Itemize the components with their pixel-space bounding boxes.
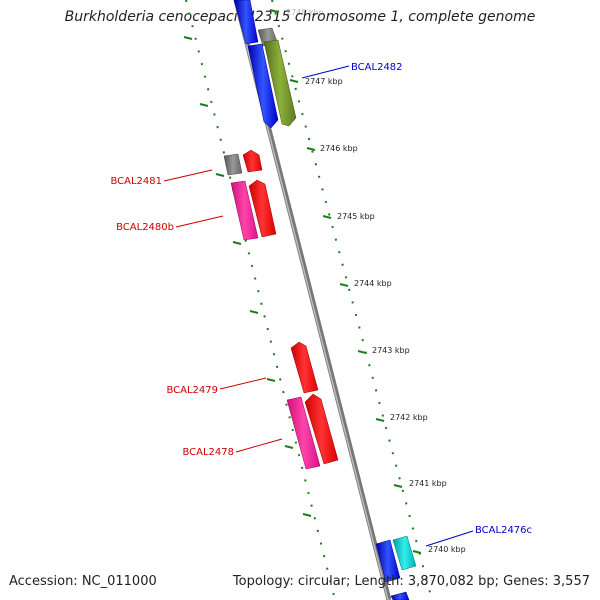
gene-blue-top[interactable] xyxy=(247,43,279,129)
outer-ruler-major-ticks xyxy=(269,9,422,554)
gene-pink-bcal2480b[interactable] xyxy=(230,180,259,241)
accession-text: Accession: NC_011000 xyxy=(9,574,157,589)
ruler-label-2744: 2744 kbp xyxy=(354,279,392,288)
genome-summary-text: Topology: circular; Length: 3,870,082 bp… xyxy=(232,574,590,589)
ruler-label-2741: 2741 kbp xyxy=(409,479,447,488)
gene-blue-top-upper[interactable] xyxy=(233,0,259,45)
gene-label-bcal2480b[interactable]: BCAL2480b xyxy=(116,222,174,233)
leader-bcal2482 xyxy=(301,65,350,79)
gene-red-bcal2480b[interactable] xyxy=(248,179,277,238)
ruler-label-2740: 2740 kbp xyxy=(428,545,466,554)
gene-label-bcal2478[interactable]: BCAL2478 xyxy=(182,447,234,458)
gene-red-bcal2479[interactable] xyxy=(290,341,319,394)
leader-bcal2478 xyxy=(235,438,283,453)
gene-red-bcal2478[interactable] xyxy=(304,393,339,465)
gene-cyan-bcal2476c[interactable] xyxy=(392,535,417,571)
gene-gray-bcal2481[interactable] xyxy=(223,153,243,176)
leader-bcal2481 xyxy=(163,169,213,182)
gene-label-bcal2481[interactable]: BCAL2481 xyxy=(110,176,162,187)
ruler-label-2742: 2742 kbp xyxy=(390,413,428,422)
gene-olive-bcal2482[interactable] xyxy=(263,39,297,127)
leader-bcal2480b xyxy=(175,215,224,228)
gene-label-bcal2482[interactable]: BCAL2482 xyxy=(351,62,403,73)
leader-bcal2476c xyxy=(425,530,474,547)
outer-ruler xyxy=(271,0,433,600)
inner-ruler-major-ticks xyxy=(183,36,312,517)
ruler-label-2743: 2743 kbp xyxy=(372,346,410,355)
gene-blue-bottom[interactable] xyxy=(375,539,401,583)
ruler-label-2746: 2746 kbp xyxy=(320,144,358,153)
ruler-label-2745: 2745 kbp xyxy=(337,212,375,221)
gene-pink-bcal2478[interactable] xyxy=(286,396,321,470)
ruler-label-2747: 2747 kbp xyxy=(305,77,343,86)
gene-blue-bottom-lower[interactable] xyxy=(390,591,410,600)
gene-label-bcal2479[interactable]: BCAL2479 xyxy=(166,385,218,396)
ruler-label-2748: 2748 kbp xyxy=(286,8,324,17)
gene-red-bcal2481[interactable] xyxy=(242,149,263,173)
leader-bcal2479 xyxy=(219,377,267,390)
gene-label-bcal2476c[interactable]: BCAL2476c xyxy=(475,525,532,536)
map-title: Burkholderia cenocepacia J2315 chromosom… xyxy=(64,9,536,25)
